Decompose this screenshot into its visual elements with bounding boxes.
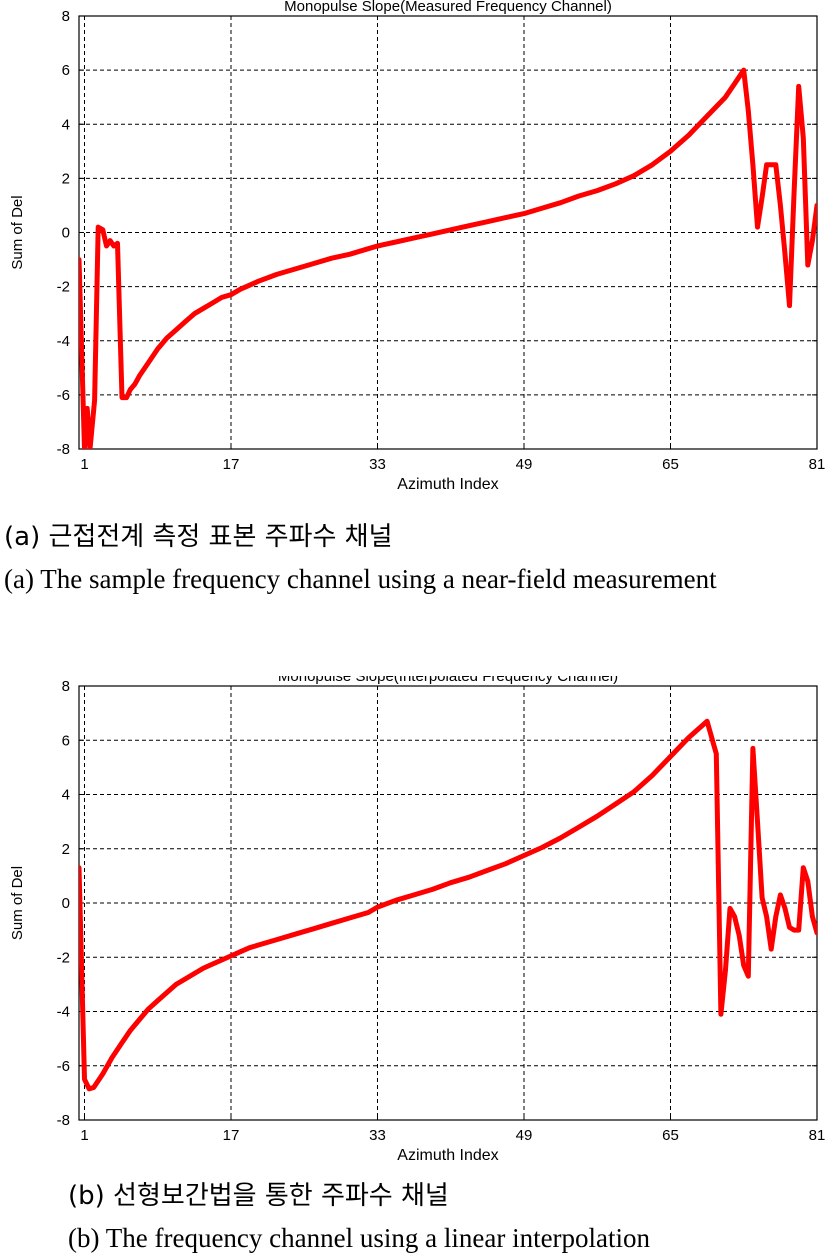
- chart-b-xtick-label: 81: [809, 1127, 826, 1144]
- chart-a-ytick-label: 4: [62, 116, 70, 133]
- chart-b-ylabel: Sum of Del: [9, 866, 26, 940]
- chart-a: Monopulse Slope(Measured Frequency Chann…: [9, 0, 826, 493]
- chart-a-ytick-label: -4: [57, 333, 70, 350]
- chart-a-xlabel: Azimuth Index: [397, 476, 498, 493]
- chart-a-ytick-label: 0: [62, 225, 70, 242]
- chart-b-ytick-label: -8: [57, 1112, 70, 1129]
- chart-b-ytick-label: -2: [57, 949, 70, 966]
- chart-b-xtick-label: 17: [223, 1127, 240, 1144]
- chart-a-ytick-label: 2: [62, 170, 70, 187]
- figure-b: Monopulse Slope(Interpolated Frequency C…: [0, 676, 827, 1259]
- chart-b-axes-frame: [78, 685, 818, 1121]
- chart-a-xtick-label: 33: [369, 456, 386, 473]
- chart-a-xtick-label: 81: [809, 456, 826, 473]
- chart-a-title: Monopulse Slope(Measured Frequency Chann…: [284, 0, 612, 15]
- chart-a-xtick-label: 49: [516, 456, 533, 473]
- chart-b-ytick-label: -4: [57, 1004, 70, 1021]
- caption-b-korean: (b) 선형보간법을 통한 주파수 채널: [68, 1181, 449, 1211]
- caption-a-english: (a) The sample frequency channel using a…: [4, 564, 717, 594]
- chart-a-ylabel: Sum of Del: [9, 195, 26, 269]
- chart-b-xlabel: Azimuth Index: [397, 1147, 498, 1164]
- chart-b-series-line-0: [79, 718, 817, 1092]
- chart-b-ytick-label: 4: [62, 787, 70, 804]
- chart-b-xtick-label: 49: [516, 1127, 533, 1144]
- caption-b-english: (b) The frequency channel using a linear…: [68, 1223, 651, 1253]
- figure-a: Monopulse Slope(Measured Frequency Chann…: [0, 0, 827, 610]
- chart-b-ytick-label: 8: [62, 678, 70, 695]
- chart-a-xtick-label: 17: [223, 456, 240, 473]
- chart-a-ytick-label: 6: [62, 62, 70, 79]
- chart-b-ytick-label: 6: [62, 732, 70, 749]
- chart-a-ytick-label: -2: [57, 279, 70, 296]
- chart-b-ytick-label: 2: [62, 841, 70, 858]
- chart-a-ytick-label: -8: [57, 441, 70, 458]
- chart-a-ytick-label: 8: [62, 8, 70, 25]
- chart-b-ytick-label: 0: [62, 895, 70, 912]
- chart-b-xtick-label: 33: [369, 1127, 386, 1144]
- chart-b-title: Monopulse Slope(Interpolated Frequency C…: [278, 676, 618, 685]
- caption-a-korean: (a) 근접전계 측정 표본 주파수 채널: [4, 522, 393, 552]
- chart-a-xtick-label: 1: [80, 456, 88, 473]
- chart-b-ytick-label: -6: [57, 1058, 70, 1075]
- chart-b-xtick-label: 65: [662, 1127, 679, 1144]
- chart-a-xtick-label: 65: [662, 456, 679, 473]
- chart-b: Monopulse Slope(Interpolated Frequency C…: [9, 676, 826, 1164]
- chart-a-series-line-0: [79, 67, 817, 449]
- chart-b-xtick-label: 1: [80, 1127, 88, 1144]
- chart-a-ytick-label: -6: [57, 387, 70, 404]
